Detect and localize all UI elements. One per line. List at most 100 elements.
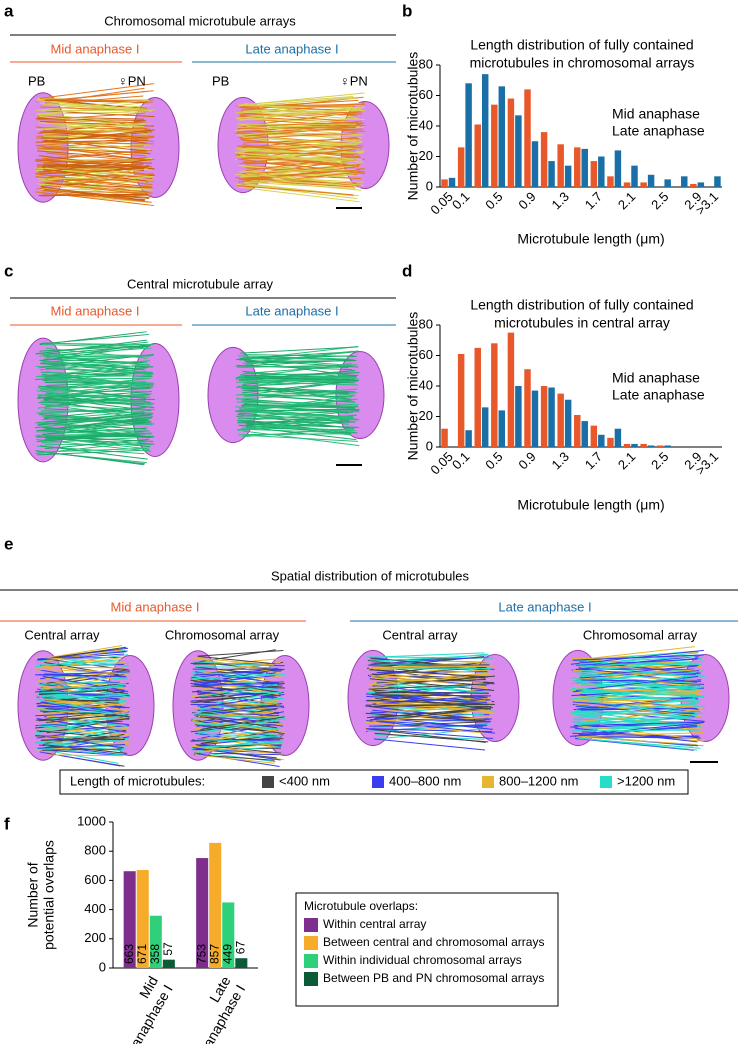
y-tick-label: 600 — [84, 872, 106, 887]
bar — [448, 177, 456, 187]
microtubule — [240, 132, 357, 140]
microtubule — [41, 665, 128, 675]
x-tick-label: 0.9 — [515, 189, 538, 212]
microtubule — [200, 693, 285, 708]
microtubule — [192, 751, 276, 763]
microtubule — [236, 381, 358, 386]
microtubule — [42, 179, 154, 190]
microtubule — [38, 412, 148, 428]
y-tick-label: 0 — [426, 178, 433, 193]
microtubule — [41, 122, 144, 128]
sub-label: Chromosomal array — [165, 627, 280, 642]
microtubule — [371, 693, 492, 710]
bar — [607, 176, 614, 187]
microtubule — [35, 440, 151, 455]
microtubule — [238, 127, 356, 129]
microtubule — [241, 387, 350, 394]
microtubule — [40, 131, 150, 139]
microtubule — [45, 729, 122, 737]
microtubule — [243, 414, 351, 431]
microtubule — [365, 693, 489, 705]
microtubule — [40, 445, 148, 460]
microtubule — [44, 726, 128, 737]
bar — [531, 141, 539, 187]
microtubule — [235, 155, 354, 160]
microtubule — [245, 165, 360, 182]
microtubule — [243, 150, 364, 153]
microtubule — [571, 674, 701, 691]
y-axis-label-group: Number of microtubules — [405, 52, 421, 201]
microtubule — [190, 657, 274, 666]
microtubule — [36, 164, 144, 170]
microtubule — [237, 364, 358, 369]
microtubule — [571, 687, 699, 704]
length-legend: <400 nm 400–800 nm 800–1200 nm >1200 nm — [262, 773, 675, 788]
value-label: 67 — [233, 941, 247, 955]
microtubule — [44, 412, 146, 423]
y-tick-label: 0 — [99, 959, 106, 974]
bar — [647, 445, 655, 447]
microtubule — [38, 353, 145, 366]
x-tick-label: 0.1 — [449, 189, 472, 212]
microtubule — [578, 737, 701, 749]
microtubule — [198, 734, 280, 738]
microtubule — [375, 707, 493, 719]
microtubule — [42, 674, 128, 680]
bar — [474, 347, 481, 447]
bar — [557, 144, 564, 187]
microtubule — [38, 689, 119, 696]
microtubule — [192, 746, 281, 761]
microtubule — [235, 408, 356, 412]
microtubule — [42, 744, 128, 754]
x-tick-label: 0.5 — [482, 189, 505, 212]
stage-label: Late anaphase I — [498, 599, 591, 614]
microtubule — [40, 429, 155, 438]
x-tick-label: 0.1 — [449, 449, 472, 472]
microtubule — [199, 726, 283, 737]
microtubule — [38, 714, 129, 722]
chart-title: Length distribution of fully contained — [470, 37, 693, 53]
microtubule — [242, 136, 358, 149]
microtubule — [198, 710, 281, 718]
microtubule — [43, 139, 146, 148]
microtubule — [38, 159, 151, 173]
microtubule — [239, 118, 355, 123]
bar — [631, 443, 638, 447]
microtubule — [237, 185, 354, 196]
microtubule — [39, 375, 149, 388]
microtubule — [44, 139, 151, 146]
microtubule — [244, 376, 350, 381]
microtubule — [195, 666, 274, 676]
microtubule — [244, 121, 359, 127]
value-label: 358 — [148, 944, 162, 964]
microtubule — [573, 703, 701, 717]
microtubule — [370, 656, 489, 665]
legend-swatch — [304, 918, 318, 932]
microtubule — [46, 182, 152, 189]
microtubule — [571, 729, 700, 732]
microtubule — [578, 695, 697, 702]
microtubule — [190, 738, 284, 742]
microtubule — [570, 711, 698, 716]
microtubule — [38, 649, 123, 663]
x-tick-label: 0.5 — [482, 449, 505, 472]
microtubule — [36, 112, 146, 121]
microtubule — [39, 751, 121, 767]
microtubule — [193, 754, 275, 761]
microtubule — [44, 90, 147, 102]
stage-label: Mid anaphase I — [51, 303, 140, 318]
legend-swatch — [304, 972, 318, 986]
bar — [581, 421, 588, 447]
microtubule — [236, 111, 355, 123]
legend-label: 800–1200 nm — [499, 773, 579, 788]
bar — [681, 176, 688, 187]
microtubule — [236, 183, 358, 200]
microtubule — [191, 661, 275, 667]
microtubule — [238, 417, 350, 421]
legend-swatch — [600, 776, 612, 788]
bar — [614, 428, 622, 447]
microtubule — [573, 721, 704, 723]
y-tick-label: 40 — [419, 377, 433, 392]
microtubule — [197, 649, 284, 657]
microtubule — [243, 356, 355, 361]
